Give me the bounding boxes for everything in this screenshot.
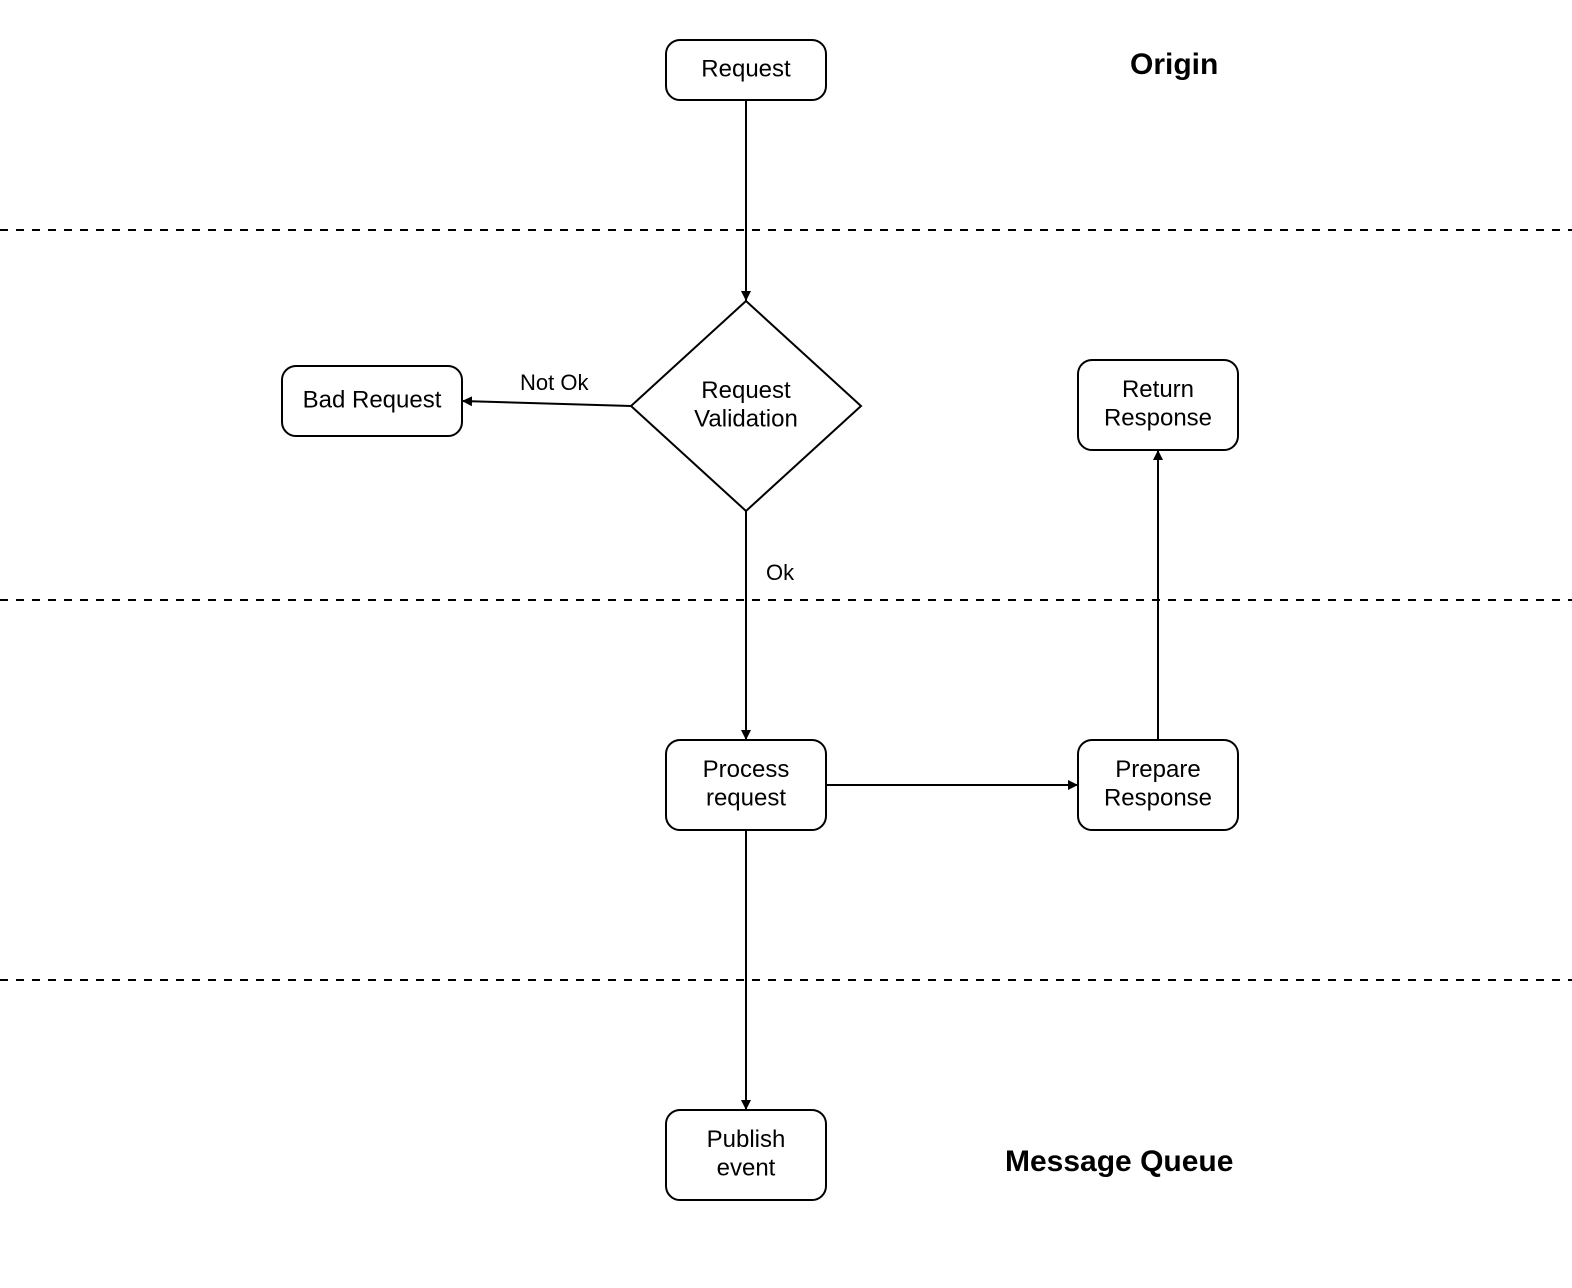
edges-group — [462, 100, 1158, 1110]
node-bad-request: Bad Request — [282, 366, 462, 436]
node-label: event — [717, 1155, 776, 1182]
node-label: Process — [703, 756, 790, 783]
node-publish-event: Publishevent — [666, 1110, 826, 1200]
node-label: Response — [1104, 785, 1212, 812]
node-label: Validation — [694, 406, 798, 433]
node-label: Response — [1104, 405, 1212, 432]
node-validation: RequestValidation — [631, 301, 861, 511]
node-return-response: ReturnResponse — [1078, 360, 1238, 450]
node-process-request: Processrequest — [666, 740, 826, 830]
node-prepare-response: PrepareResponse — [1078, 740, 1238, 830]
flowchart-canvas: Origin Controller Service Message Queue … — [0, 0, 1572, 1288]
node-label: Publish — [707, 1126, 786, 1153]
node-request: Request — [666, 40, 826, 100]
nodes-group: RequestRequestValidationBad RequestRetur… — [282, 40, 1238, 1200]
flowchart-svg: RequestRequestValidationBad RequestRetur… — [0, 0, 1572, 1288]
node-label: request — [706, 785, 786, 812]
node-label: Bad Request — [303, 386, 442, 413]
node-label: Request — [701, 55, 791, 82]
node-label: Prepare — [1115, 756, 1200, 783]
node-label: Request — [701, 377, 791, 404]
node-label: Return — [1122, 376, 1194, 403]
edge — [462, 401, 631, 406]
